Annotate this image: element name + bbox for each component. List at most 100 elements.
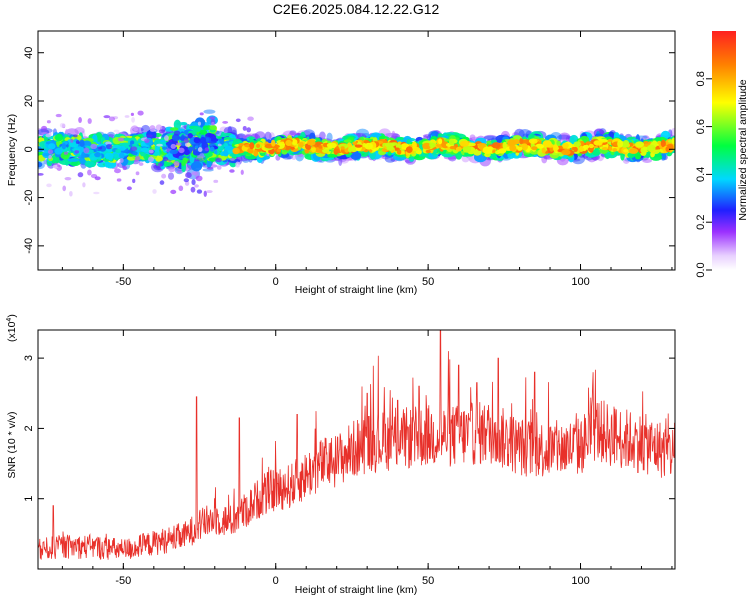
heatmap-cell: [133, 127, 139, 132]
heatmap-cell: [235, 161, 241, 168]
heatmap-cell: [601, 147, 609, 151]
heatmap-cell: [292, 139, 298, 145]
heatmap-cell: [170, 143, 176, 149]
heatmap-cell: [63, 151, 68, 155]
heatmap-cell: [173, 119, 182, 130]
heatmap-cell: [134, 156, 141, 161]
heatmap-cell: [193, 126, 202, 132]
heatmap-cell: [246, 127, 252, 133]
heatmap-cell: [162, 146, 168, 150]
heatmap-cell: [55, 113, 62, 118]
heatmap-cell: [188, 146, 196, 151]
snr-ticks: -50 0 50 100 1 2 3: [23, 330, 675, 587]
heatmap-cell: [211, 138, 219, 142]
heatmap-cell: [87, 169, 92, 176]
heatmap-cell: [238, 143, 245, 147]
heatmap-cell: [240, 169, 244, 175]
heatmap-cell: [65, 129, 69, 135]
heatmap-cell: [242, 125, 247, 131]
heatmap-cell: [455, 146, 462, 152]
heatmap-cell: [552, 144, 559, 152]
colorbar-tick-label: 0.2: [695, 215, 707, 230]
heatmap-cell: [117, 137, 125, 142]
heatmap-cell: [290, 146, 295, 150]
heatmap-cell: [213, 179, 219, 183]
heatmap-cell: [415, 150, 422, 155]
heatmap-cell: [396, 149, 402, 155]
heatmap-cell: [90, 143, 98, 150]
heatmap-cell: [498, 148, 507, 154]
heatmap-cell: [38, 147, 44, 152]
y-tick-label: 40: [23, 47, 35, 59]
heatmap-cell: [191, 179, 196, 186]
heatmap-cell: [623, 149, 629, 153]
heatmap-cell: [521, 143, 529, 151]
heatmap-cell: [152, 189, 157, 194]
heatmap-cell: [113, 129, 120, 133]
heatmap-cell: [190, 161, 203, 172]
colorbar-tick-label: 0.0: [695, 262, 707, 277]
heatmap-cell: [161, 173, 167, 179]
heatmap-cell: [130, 140, 135, 145]
heatmap-cell: [48, 143, 56, 150]
heatmap-cell: [171, 133, 181, 142]
heatmap-cell: [230, 158, 235, 162]
heatmap-cell: [94, 152, 101, 158]
heatmap-cell: [194, 184, 199, 188]
heatmap-cell: [209, 124, 217, 131]
heatmap-cell: [93, 191, 100, 195]
snr-xlabel: Height of straight line (km): [295, 584, 418, 596]
heatmap-cell: [184, 142, 191, 148]
heatmap-cell: [646, 144, 656, 152]
heatmap-cell: [386, 146, 395, 151]
x-tick-label: -50: [115, 575, 131, 587]
heatmap-cell: [146, 134, 153, 138]
heatmap-cell: [155, 124, 163, 131]
snr-series-line: [38, 330, 675, 560]
heatmap-cell: [352, 141, 358, 146]
heatmap-cell: [75, 140, 80, 145]
heatmap-cell: [159, 180, 165, 185]
heatmap-cell: [156, 143, 163, 147]
heatmap-cell: [321, 148, 330, 153]
heatmap-cell: [173, 160, 180, 167]
heatmap-cell: [77, 172, 84, 178]
heatmap-cell: [429, 142, 436, 148]
x-tick-label: 50: [422, 276, 434, 288]
heatmap-cell: [135, 171, 140, 176]
heatmap-cell: [183, 149, 190, 156]
heatmap-cell: [425, 149, 431, 154]
heatmap-cell: [131, 117, 135, 123]
heatmap-cell: [224, 145, 234, 151]
heatmap-cell: [199, 129, 208, 135]
heatmap-cell: [448, 138, 455, 146]
heatmap-cell: [64, 176, 72, 181]
heatmap-cell: [588, 143, 595, 149]
heatmap-cell: [175, 142, 182, 146]
heatmap-cell: [177, 170, 182, 174]
spectrogram-frame: [37, 30, 676, 271]
heatmap-cell: [130, 146, 138, 152]
snr-panel: -50 0 50 100 1 2 3 Height of straight line (km…: [6, 314, 676, 596]
heatmap-cell: [116, 178, 122, 182]
y-tick-label: 2: [23, 425, 35, 431]
heatmap-cell: [97, 146, 103, 150]
heatmap-cell: [193, 137, 201, 144]
heatmap-cell: [195, 175, 203, 182]
heatmap-cell: [665, 146, 671, 153]
snr-frame: [37, 329, 676, 570]
heatmap-cell: [671, 137, 675, 145]
heatmap-cell: [209, 116, 216, 120]
heatmap-cell: [46, 120, 51, 124]
heatmap-cell: [178, 147, 185, 154]
heatmap-cell: [247, 116, 254, 121]
heatmap-cell: [62, 185, 67, 192]
heatmap-cell: [495, 150, 500, 155]
heatmap-cell: [406, 138, 411, 146]
heatmap-cell: [541, 147, 546, 154]
heatmap-cell: [168, 166, 176, 173]
heatmap-cell: [70, 138, 74, 143]
heatmap-cell: [542, 140, 552, 148]
heatmap-cell: [593, 140, 603, 146]
heatmap-cell: [114, 168, 121, 174]
